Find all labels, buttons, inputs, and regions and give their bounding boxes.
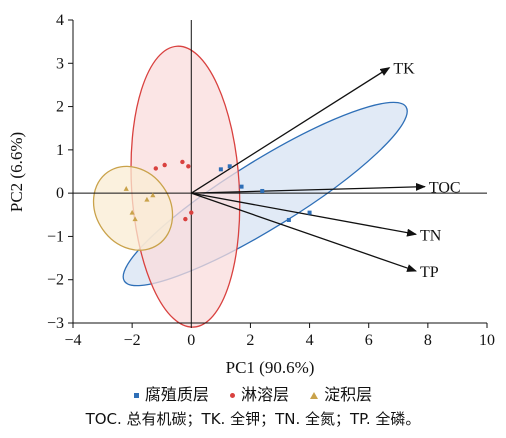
legend-circle-marker bbox=[229, 393, 235, 398]
point-humus bbox=[307, 210, 312, 215]
point-eluvial bbox=[186, 164, 191, 169]
point-eluvial bbox=[162, 162, 167, 168]
y-tick-label: −1 bbox=[47, 228, 64, 245]
x-tick-label: −4 bbox=[64, 332, 81, 349]
legend-label-eluvial: 淋溶层 bbox=[240, 385, 289, 404]
legend-label-humus: 腐殖质层 bbox=[144, 385, 209, 404]
x-axis-title: PC1 (90.6%) bbox=[226, 358, 315, 377]
x-tick-label: 2 bbox=[246, 332, 254, 349]
point-illuvial bbox=[123, 186, 129, 191]
legend-item-eluvial: 淋溶层 bbox=[229, 381, 289, 405]
point-humus bbox=[218, 167, 223, 172]
point-illuvial bbox=[144, 196, 150, 202]
figure-caption: TOC. 总有机碳；TK. 全钾；TN. 全氮；TP. 全磷。 bbox=[85, 410, 421, 428]
point-eluvial bbox=[183, 216, 188, 222]
vector-label-tp: TP bbox=[420, 264, 439, 281]
point-humus bbox=[227, 164, 232, 169]
vector-arrow-tk bbox=[190, 67, 391, 194]
y-axis-title: PC2 (6.6%) bbox=[7, 132, 26, 212]
y-tick-label: 3 bbox=[56, 55, 64, 72]
x-tick-label: 4 bbox=[306, 332, 314, 349]
x-tick-label: 6 bbox=[365, 332, 373, 349]
legend-item-illuvial: 淀积层 bbox=[310, 381, 372, 405]
point-humus bbox=[286, 217, 291, 222]
point-humus bbox=[260, 188, 265, 193]
confidence-ellipse-illuvial bbox=[92, 165, 174, 251]
vector-label-tk: TK bbox=[393, 61, 415, 78]
x-tick-label: 10 bbox=[479, 332, 495, 349]
point-eluvial bbox=[153, 166, 158, 171]
vector-arrow-toc bbox=[191, 182, 426, 194]
y-tick-label: −3 bbox=[47, 315, 64, 332]
x-tick-label: −2 bbox=[124, 332, 141, 349]
point-eluvial bbox=[180, 159, 185, 165]
vector-label-toc: TOC bbox=[429, 180, 461, 197]
y-tick-label: 4 bbox=[56, 12, 64, 29]
point-illuvial bbox=[150, 192, 156, 198]
y-tick-label: −2 bbox=[47, 272, 64, 289]
y-tick-label: 2 bbox=[56, 99, 64, 116]
point-illuvial bbox=[129, 209, 135, 215]
legend-item-humus: 腐殖质层 bbox=[133, 381, 209, 405]
x-tick-label: 8 bbox=[424, 332, 432, 349]
legend: 腐殖质层 淋溶层 淀积层 bbox=[0, 381, 506, 405]
vector-label-tn: TN bbox=[420, 227, 442, 244]
legend-triangle-marker bbox=[310, 392, 319, 399]
y-tick-label: 1 bbox=[56, 142, 64, 159]
legend-square-marker bbox=[133, 393, 139, 398]
vector-arrow-tp bbox=[191, 192, 417, 272]
point-eluvial bbox=[189, 210, 194, 215]
y-tick-label: 0 bbox=[56, 185, 64, 202]
vector-arrow-tn bbox=[191, 192, 418, 237]
point-humus bbox=[239, 184, 244, 189]
point-illuvial bbox=[132, 216, 138, 222]
legend-label-illuvial: 淀积层 bbox=[324, 385, 373, 404]
pca-biplot: TK TOC TN TP −4 −2 0 2 4 6 8 10 −3 −2 −1 0 1 2 3 4 PC1 (90… bbox=[7, 12, 495, 377]
x-tick-label: 0 bbox=[187, 332, 195, 349]
